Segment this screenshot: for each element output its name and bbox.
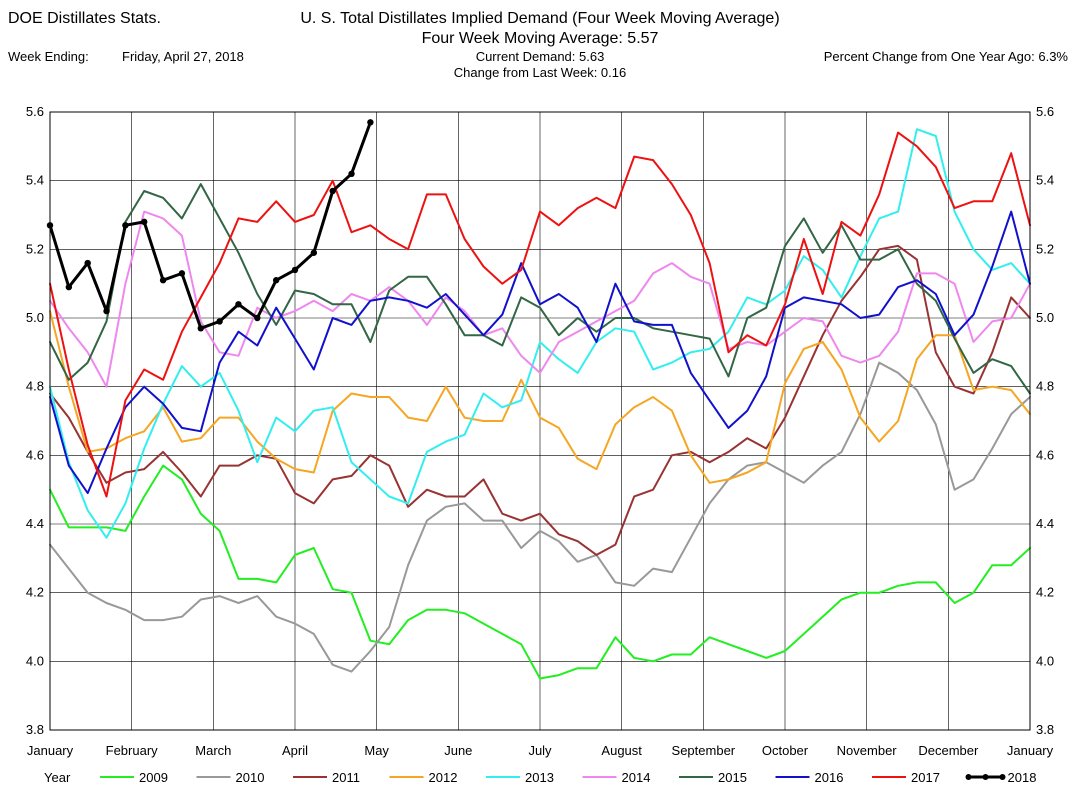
legend-label-2012: 2012 [429,770,458,785]
legend-label-2015: 2015 [718,770,747,785]
data-point-2018 [216,318,223,325]
series-line-2018 [48,120,372,330]
x-tick-label: November [837,743,898,758]
legend-label-2011: 2011 [332,770,360,785]
y-axis-ticks: 3.8 3.8 4.0 4.0 4.2 4.2 4.4 4.4 4.6 4.6 4.8 4.8 5.0 5… [26,104,1054,737]
data-point-2018 [367,119,374,126]
legend-label-2017: 2017 [911,770,940,785]
data-point-2018 [178,270,186,277]
y-tick-label-left: 5.4 [26,173,44,188]
data-point-2018 [310,249,318,256]
x-tick-label: October [762,743,809,758]
y-tick-label-right: 4.8 [1036,379,1054,394]
series-line-2016 [49,210,1031,495]
data-point-2018 [254,314,261,322]
y-tick-label-left: 5.2 [26,241,44,256]
x-tick-label: March [195,743,231,758]
data-point-2018 [84,259,91,267]
y-tick-label-left: 4.2 [26,585,44,600]
legend-label-2013: 2013 [525,770,554,785]
week-ending-value: Friday, April 27, 2018 [122,49,244,64]
plot-frame [49,111,1031,731]
x-tick-label: August [601,743,642,758]
x-tick-label: July [528,743,552,758]
series-line-2017 [49,131,1031,498]
y-tick-label-right: 4.4 [1036,516,1054,531]
y-tick-label-right: 4.2 [1036,585,1054,600]
y-tick-label-right: 5.2 [1036,241,1054,256]
data-point-2018 [272,277,280,284]
y-tick-label-left: 5.0 [26,310,44,325]
data-point-2018 [197,325,204,332]
legend-label-2014: 2014 [622,770,651,785]
series-line-2012 [49,310,1031,484]
y-tick-label-right: 4.0 [1036,653,1054,668]
change-last-week: Change from Last Week: 0.16 [453,65,627,80]
x-tick-label: February [106,743,159,758]
legend-label-2010: 2010 [236,770,265,785]
y-tick-label-left: 4.4 [26,516,44,531]
x-tick-label: December [918,743,979,758]
x-axis-ticks: January February March April May June July Augu… [27,743,1054,758]
data-point-2018 [159,277,167,284]
grid [49,111,1031,731]
series-line-2013 [49,128,1031,539]
y-tick-label-left: 4.8 [26,379,44,394]
source-title: DOE Distillates Stats. [8,10,161,27]
legend-label-2018: 2018 [1008,770,1037,785]
y-tick-label-right: 3.8 [1036,722,1054,737]
pct-change-year-ago: Percent Change from One Year Ago: 6.3% [823,49,1068,64]
week-ending-label: Week Ending: [8,49,89,64]
x-tick-label: January [27,743,74,758]
y-tick-label-left: 4.6 [26,447,44,462]
chart-title: U. S. Total Distillates Implied Demand (… [300,10,780,27]
data-point-2018 [122,222,129,229]
legend-marker-2018 [982,774,989,780]
legend-marker-2018 [999,774,1006,780]
x-tick-label: September [672,743,736,758]
data-point-2018 [329,187,336,195]
x-tick-label: June [444,743,472,758]
legend-label-2016: 2016 [815,770,844,785]
y-tick-label-right: 5.6 [1036,104,1054,119]
data-point-2018 [65,283,73,291]
y-tick-label-right: 4.6 [1036,447,1054,462]
data-point-2018 [348,170,355,177]
y-tick-label-left: 5.6 [26,104,44,119]
current-demand: Current Demand: 5.63 [475,49,605,64]
data-point-2018 [291,266,299,274]
y-tick-label-right: 5.0 [1036,310,1054,325]
y-tick-label-right: 5.4 [1036,173,1054,188]
y-tick-label-left: 4.0 [26,653,44,668]
series-lines [46,119,1031,680]
series-line-2009 [49,464,1031,680]
y-tick-label-left: 3.8 [26,722,44,737]
data-point-2018 [141,218,148,226]
series-line-2010 [49,361,1031,673]
series-line-2014 [49,210,1031,388]
legend-title: Year [44,770,71,785]
chart-subtitle: Four Week Moving Average: 5.57 [421,30,659,47]
series-line-2011 [49,244,1031,556]
x-tick-label: April [282,743,308,758]
x-tick-label: January [1007,743,1054,758]
legend: Year 2009 2010 2011 2012 2013 2014 2015 2016 2017… [44,770,1036,785]
x-tick-label: May [364,743,389,758]
legend-marker-2018 [965,774,972,780]
data-point-2018 [235,301,242,308]
series-line-2015 [49,183,1031,395]
legend-label-2009: 2009 [139,770,168,785]
data-point-2018 [103,307,110,315]
